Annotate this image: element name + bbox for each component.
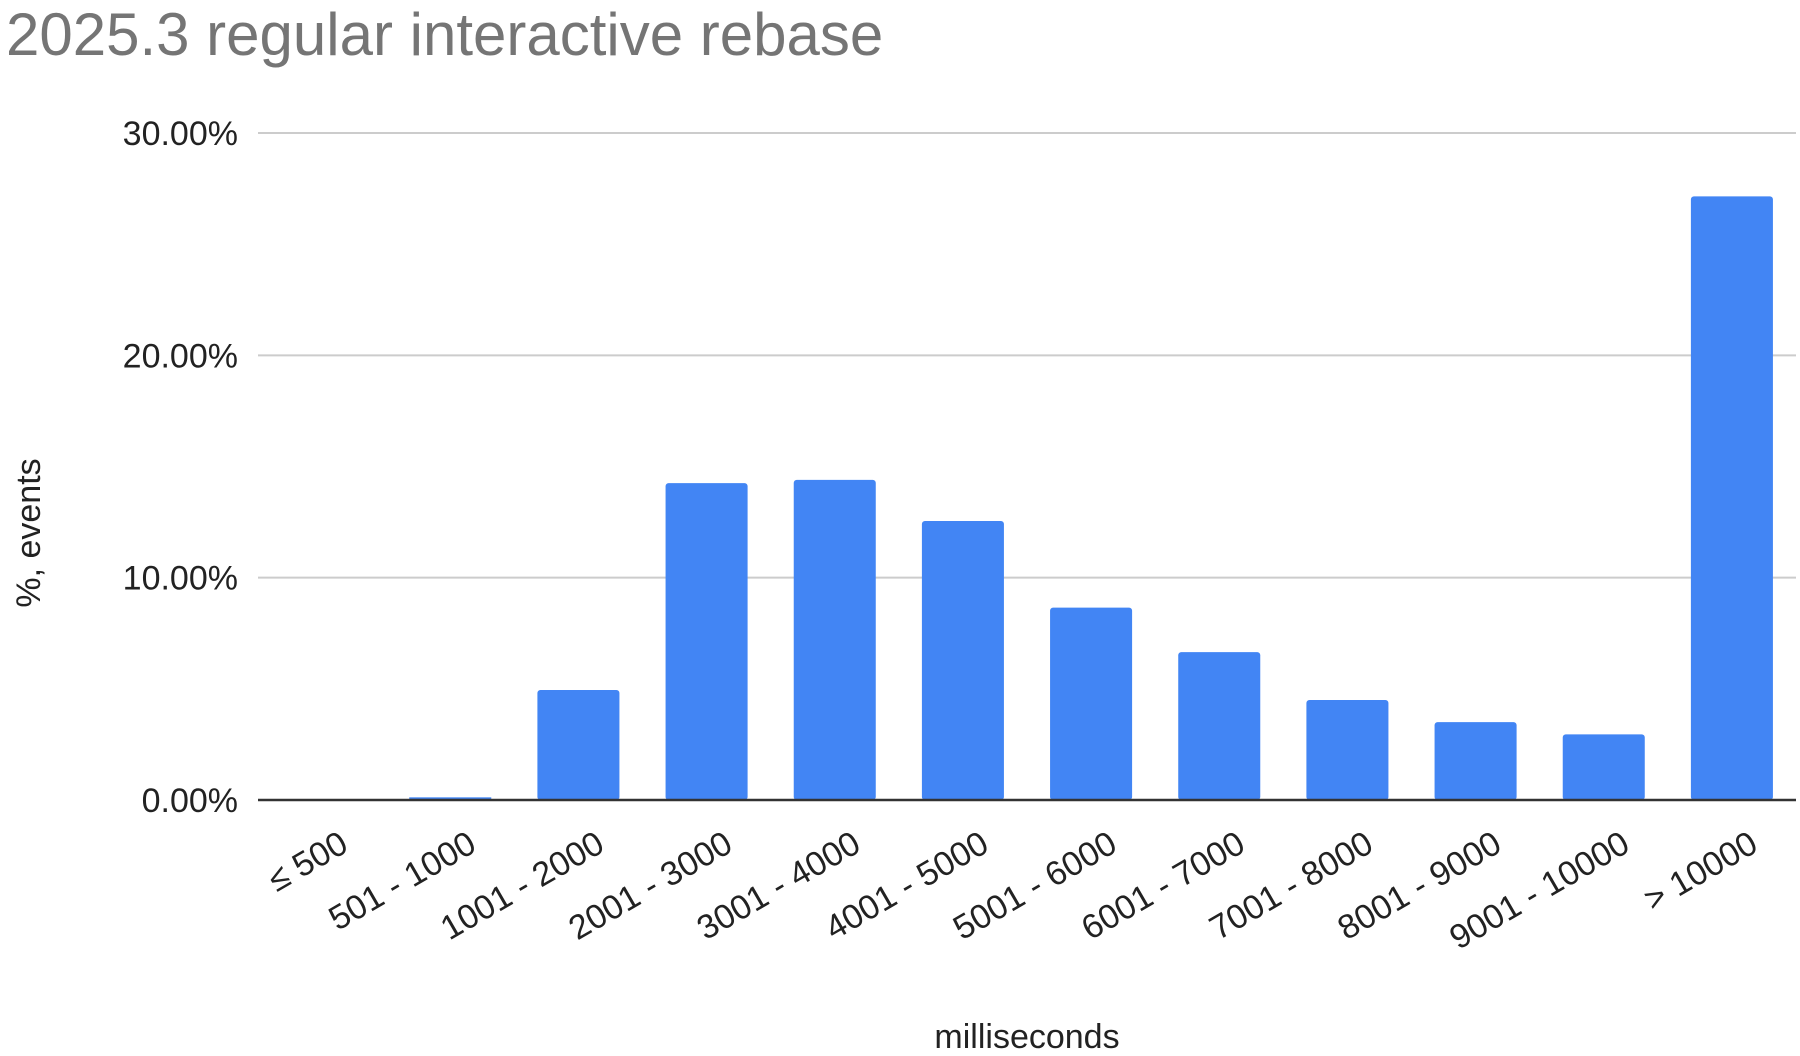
bar bbox=[1562, 734, 1645, 800]
bar bbox=[1050, 607, 1133, 800]
y-tick-label: 10.00% bbox=[123, 560, 238, 598]
bar bbox=[537, 689, 620, 800]
y-axis-label: %, events bbox=[10, 458, 48, 607]
bar bbox=[409, 797, 492, 800]
bar bbox=[1434, 722, 1517, 800]
bar bbox=[1178, 652, 1261, 800]
x-tick-label: > 10000 bbox=[1638, 824, 1764, 919]
bar bbox=[1690, 196, 1773, 801]
chart-title: 2025.3 regular interactive rebase bbox=[6, 1, 883, 68]
y-tick-label: 20.00% bbox=[123, 337, 238, 375]
x-tick-label: ≤ 500 bbox=[262, 824, 354, 899]
bars bbox=[409, 196, 1773, 801]
y-tick-label: 0.00% bbox=[142, 782, 238, 820]
bar bbox=[793, 479, 876, 800]
y-axis-ticks: 0.00% 10.00% 20.00% 30.00% bbox=[123, 115, 238, 820]
bar bbox=[1306, 699, 1389, 800]
y-tick-label: 30.00% bbox=[123, 115, 238, 153]
x-axis-label: milliseconds bbox=[934, 1018, 1119, 1056]
gridlines bbox=[258, 132, 1796, 579]
bar bbox=[665, 483, 748, 800]
bar bbox=[921, 520, 1004, 800]
